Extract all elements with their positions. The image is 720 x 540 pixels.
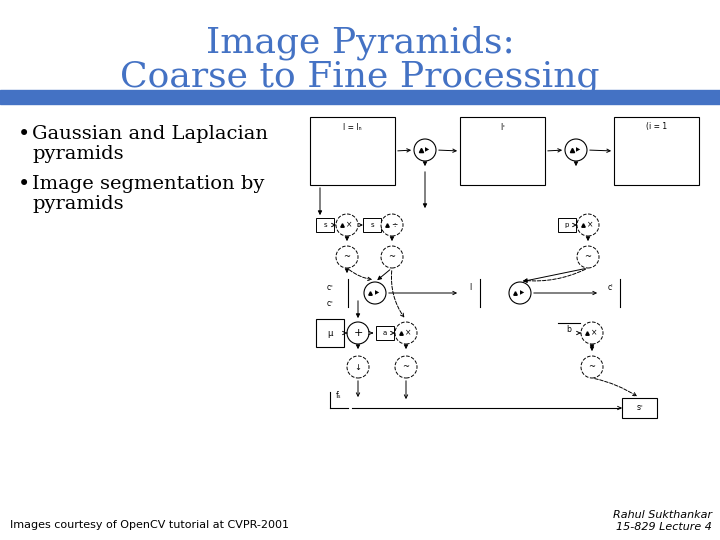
- Bar: [316, 218, 334, 232]
- Text: •: •: [18, 175, 30, 194]
- Circle shape: [395, 322, 417, 344]
- Circle shape: [336, 214, 358, 236]
- Circle shape: [347, 356, 369, 378]
- Text: ~: ~: [402, 362, 410, 372]
- Circle shape: [509, 282, 531, 304]
- Text: Image Pyramids:: Image Pyramids:: [206, 26, 514, 60]
- Bar: [622, 398, 657, 418]
- Circle shape: [581, 356, 603, 378]
- Circle shape: [381, 214, 403, 236]
- Text: ▶: ▶: [576, 147, 580, 152]
- Text: lᶜ: lᶜ: [500, 123, 505, 132]
- Text: cᶜ: cᶜ: [327, 299, 333, 307]
- Text: Rahul Sukthankar: Rahul Sukthankar: [613, 510, 712, 520]
- Circle shape: [336, 246, 358, 268]
- Circle shape: [577, 214, 599, 236]
- Text: pyramids: pyramids: [32, 145, 124, 163]
- Text: ~: ~: [585, 253, 592, 261]
- Text: ~: ~: [343, 253, 351, 261]
- Text: l: l: [469, 284, 471, 293]
- Text: 15-829 Lecture 4: 15-829 Lecture 4: [616, 522, 712, 532]
- Text: Gaussian and Laplacian: Gaussian and Laplacian: [32, 125, 268, 143]
- Bar: [558, 218, 576, 232]
- Text: •: •: [18, 125, 30, 144]
- Circle shape: [414, 139, 436, 161]
- Text: ~: ~: [588, 362, 595, 372]
- Text: ↓: ↓: [354, 362, 361, 372]
- Bar: [376, 326, 394, 340]
- Circle shape: [347, 322, 369, 344]
- Text: ×: ×: [405, 328, 411, 338]
- Text: a: a: [383, 330, 387, 336]
- Circle shape: [565, 139, 587, 161]
- Text: b: b: [567, 326, 572, 334]
- Circle shape: [381, 246, 403, 268]
- Text: Images courtesy of OpenCV tutorial at CVPR-2001: Images courtesy of OpenCV tutorial at CV…: [10, 520, 289, 530]
- Bar: [460, 117, 545, 185]
- Bar: [363, 218, 381, 232]
- Circle shape: [364, 282, 386, 304]
- Bar: [0, 90, 720, 104]
- Text: ~: ~: [389, 253, 395, 261]
- Circle shape: [581, 322, 603, 344]
- Text: pyramids: pyramids: [32, 195, 124, 213]
- Text: +: +: [354, 328, 363, 338]
- Text: (i = 1: (i = 1: [646, 123, 667, 132]
- Text: ÷: ÷: [391, 220, 397, 230]
- Text: sᶜ: sᶜ: [636, 403, 643, 413]
- Text: s: s: [370, 222, 374, 228]
- Text: ×: ×: [346, 220, 352, 230]
- Text: ▶: ▶: [375, 291, 379, 295]
- Text: cᶜ: cᶜ: [327, 284, 333, 293]
- Text: l = lₙ: l = lₙ: [343, 123, 362, 132]
- Circle shape: [395, 356, 417, 378]
- Circle shape: [577, 246, 599, 268]
- Bar: [316, 319, 344, 347]
- Text: ×: ×: [587, 220, 593, 230]
- Text: s: s: [323, 222, 327, 228]
- Text: µ: µ: [328, 328, 333, 338]
- Text: cᴵ: cᴵ: [607, 284, 613, 293]
- Bar: [310, 117, 395, 185]
- Text: fₛ: fₛ: [336, 392, 342, 401]
- Text: Coarse to Fine Processing: Coarse to Fine Processing: [120, 60, 600, 94]
- Text: p: p: [564, 222, 570, 228]
- Text: ×: ×: [591, 328, 597, 338]
- Text: ▶: ▶: [520, 291, 524, 295]
- Text: ▶: ▶: [425, 147, 429, 152]
- Text: Image segmentation by: Image segmentation by: [32, 175, 264, 193]
- Bar: [614, 117, 699, 185]
